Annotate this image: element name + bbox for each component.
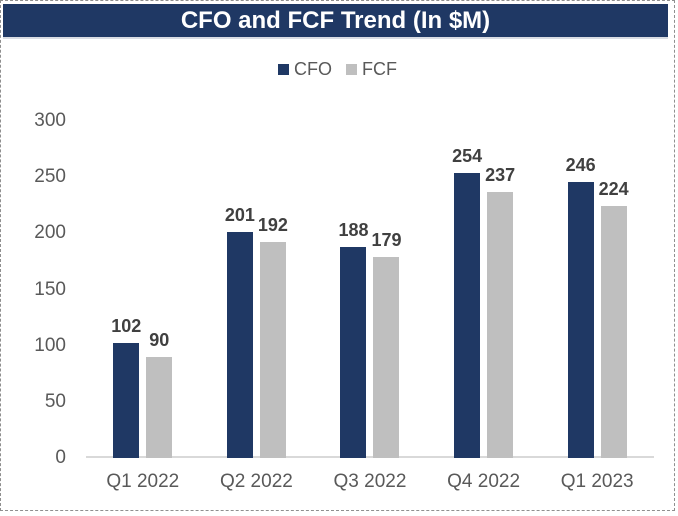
- data-label-fcf: 90: [149, 329, 170, 350]
- data-label-fcf: 237: [485, 164, 516, 185]
- y-tick-label: 50: [44, 390, 66, 412]
- legend-swatch-cfo: [278, 63, 289, 75]
- legend-item-cfo: CFO: [278, 59, 332, 80]
- bar-fcf-q1-2023: 224: [599, 179, 629, 458]
- y-tick-label: 300: [34, 110, 66, 131]
- bar-fcf-q4-2022: 237: [485, 165, 515, 458]
- chart-title-bar: CFO and FCF Trend (In $M): [3, 4, 668, 39]
- legend-label-cfo: CFO: [294, 58, 332, 79]
- bar-group: 254 237: [427, 121, 541, 458]
- legend-swatch-fcf: [346, 63, 357, 75]
- x-axis-label: Q1 2022: [106, 471, 180, 492]
- legend-label-fcf: FCF: [362, 58, 397, 79]
- y-tick-label: 0: [55, 447, 66, 468]
- bar-cfo-q4-2022: 254: [452, 146, 482, 458]
- bar-cfo-q1-2023: 246: [566, 155, 596, 458]
- data-label-cfo: 201: [224, 205, 255, 226]
- x-axis-label: Q1 2023: [560, 471, 634, 492]
- bar-cfo-q2-2022: 201: [225, 205, 255, 458]
- legend: CFO FCF: [1, 59, 674, 79]
- bar-cfo-q1-2022: 102: [111, 316, 141, 458]
- bar-group: 246 224: [540, 121, 654, 458]
- bar-group: 201 192: [200, 121, 314, 458]
- bar-fcf-q1-2022: 90: [146, 330, 173, 458]
- legend-item-fcf: FCF: [346, 59, 397, 80]
- data-label-cfo: 254: [452, 145, 483, 166]
- y-tick-label: 100: [34, 334, 66, 356]
- data-label-cfo: 246: [565, 154, 596, 175]
- chart-title: CFO and FCF Trend (In $M): [180, 6, 491, 34]
- y-tick-label: 200: [34, 222, 66, 244]
- x-axis-label: Q2 2022: [219, 471, 293, 492]
- data-label-fcf: 179: [371, 229, 402, 250]
- bar-cfo-q3-2022: 188: [338, 220, 369, 458]
- data-label-fcf: 192: [257, 215, 288, 236]
- x-axis-label: Q3 2022: [333, 471, 407, 492]
- data-label-cfo: 102: [111, 316, 142, 337]
- x-axis-line: [86, 456, 654, 458]
- y-tick-label: 250: [34, 166, 66, 188]
- bar-fcf-q3-2022: 179: [371, 230, 402, 458]
- x-axis-label: Q4 2022: [447, 471, 521, 492]
- data-label-cfo: 188: [338, 219, 369, 240]
- bar-group: 188 179: [313, 121, 427, 458]
- plot-area: 102 90 201 192 188 179 254 237 246 224: [86, 121, 654, 458]
- bar-fcf-q2-2022: 192: [258, 215, 288, 458]
- data-label-fcf: 224: [598, 179, 629, 200]
- y-tick-label: 150: [34, 278, 66, 300]
- bar-group: 102 90: [86, 121, 200, 458]
